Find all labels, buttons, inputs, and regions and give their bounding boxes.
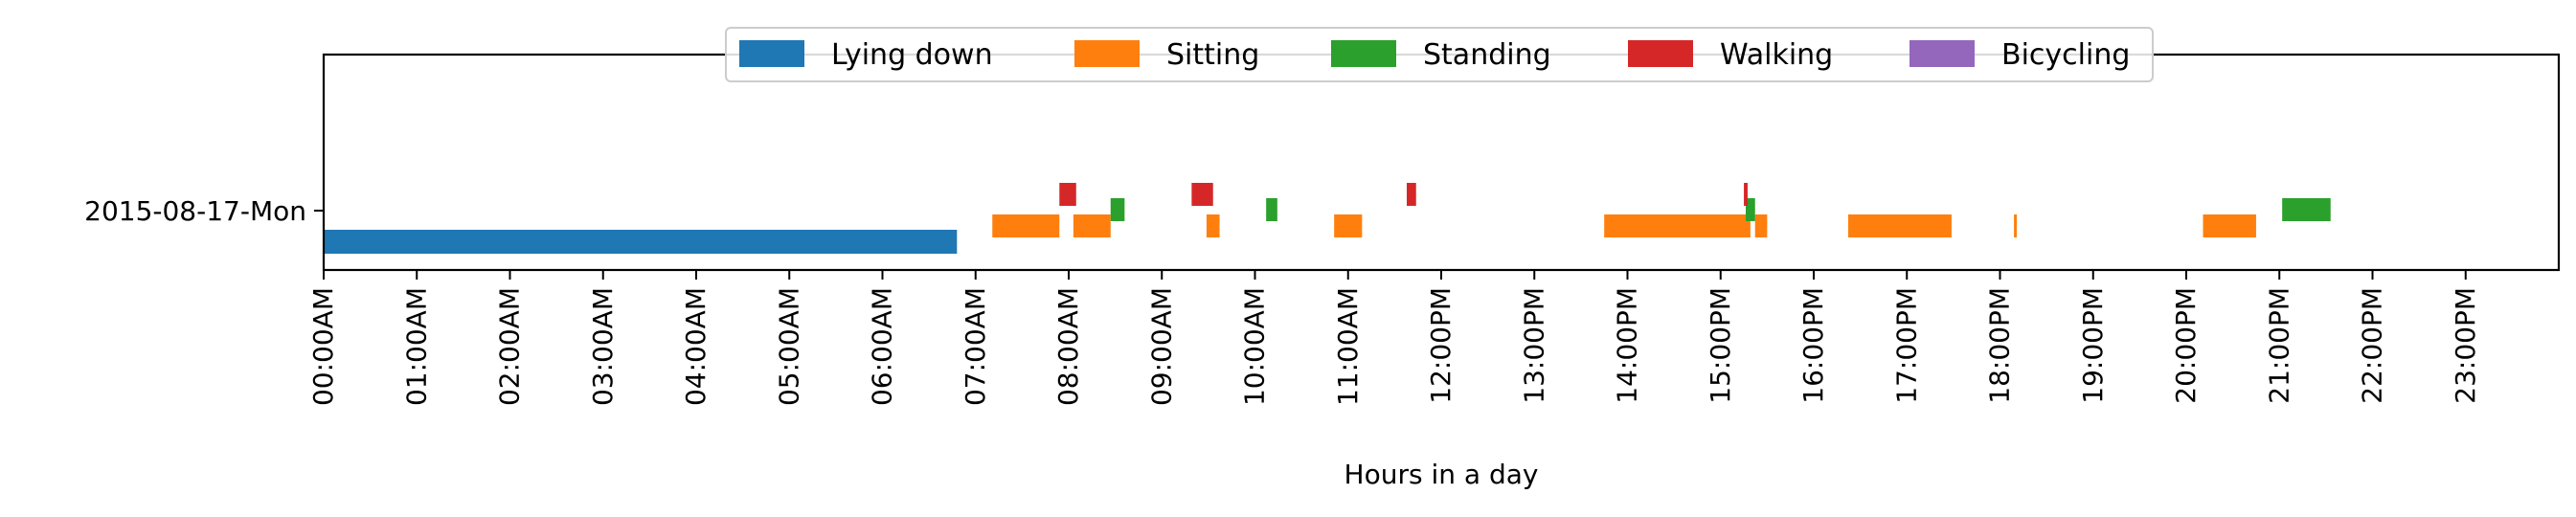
x-tick-label: 00:00AM (307, 287, 339, 406)
x-tick-label: 11:00AM (1332, 287, 1364, 406)
legend-label-lying-down: Lying down (831, 38, 993, 72)
x-tick-label: 04:00AM (680, 287, 712, 406)
x-tick-label: 06:00AM (867, 287, 898, 406)
bar-standing-2 (1746, 198, 1755, 221)
x-tick-label: 22:00PM (2357, 287, 2388, 404)
legend-swatch-bicycling (1909, 40, 1975, 67)
bar-standing-3 (2282, 198, 2331, 221)
bar-standing-1 (1266, 198, 1277, 221)
bar-sitting-3 (1334, 214, 1363, 237)
x-tick-label: 14:00PM (1612, 287, 1643, 404)
y-axis: 2015-08-17-Mon (84, 195, 324, 227)
x-tick-label: 19:00PM (2077, 287, 2109, 404)
x-tick-label: 16:00PM (1797, 287, 1829, 404)
bar-walking-3 (1744, 183, 1748, 206)
x-axis-title: Hours in a day (1344, 459, 1539, 490)
legend-swatch-standing (1331, 40, 1396, 67)
bar-sitting-5 (1754, 214, 1768, 237)
x-tick-label: 15:00PM (1705, 287, 1736, 404)
bar-sitting-1 (1073, 214, 1111, 237)
x-tick-label: 10:00AM (1239, 287, 1271, 406)
x-tick-label: 21:00PM (2263, 287, 2294, 404)
legend-swatch-sitting (1074, 40, 1140, 67)
legend-swatch-lying-down (739, 40, 804, 67)
legend-swatch-walking (1628, 40, 1693, 67)
bar-walking-0 (1059, 183, 1076, 206)
bar-walking-1 (1191, 183, 1213, 206)
bar-lying-down-0 (324, 230, 958, 254)
legend-label-standing: Standing (1423, 38, 1551, 72)
x-tick-label: 20:00PM (2170, 287, 2202, 404)
legend-label-walking: Walking (1720, 38, 1833, 72)
x-tick-label: 18:00PM (1984, 287, 2016, 404)
bar-sitting-2 (1206, 214, 1220, 237)
x-tick-label: 12:00PM (1425, 287, 1457, 404)
x-tick-label: 02:00AM (494, 287, 526, 406)
bar-sitting-6 (1847, 214, 1952, 237)
x-tick-label: 08:00AM (1052, 287, 1084, 406)
y-tick-label: 2015-08-17-Mon (84, 195, 306, 227)
bar-sitting-4 (1604, 214, 1751, 237)
bar-sitting-0 (992, 214, 1060, 237)
x-tick-label: 03:00AM (587, 287, 619, 406)
legend: Lying down Sitting Standing Walking Bicyclin… (725, 27, 2154, 82)
x-tick-label: 13:00PM (1518, 287, 1549, 404)
legend-label-sitting: Sitting (1166, 38, 1259, 72)
bar-standing-0 (1110, 198, 1125, 221)
x-tick-label: 07:00AM (960, 287, 991, 406)
x-tick-label: 23:00PM (2450, 287, 2481, 404)
x-tick-label: 17:00PM (1890, 287, 1922, 404)
x-tick-label: 01:00AM (400, 287, 432, 406)
x-tick-label: 05:00AM (773, 287, 804, 406)
x-tick-label: 09:00AM (1145, 287, 1177, 406)
x-axis: 00:00AM 01:00AM 02:00AM 03:00AM 04:00AM 05:00… (307, 270, 2481, 406)
activity-bars (324, 183, 2331, 254)
bar-sitting-8 (2203, 214, 2256, 237)
legend-label-bicycling: Bicycling (2001, 38, 2130, 72)
bar-sitting-7 (2014, 214, 2018, 237)
bar-walking-2 (1407, 183, 1416, 206)
